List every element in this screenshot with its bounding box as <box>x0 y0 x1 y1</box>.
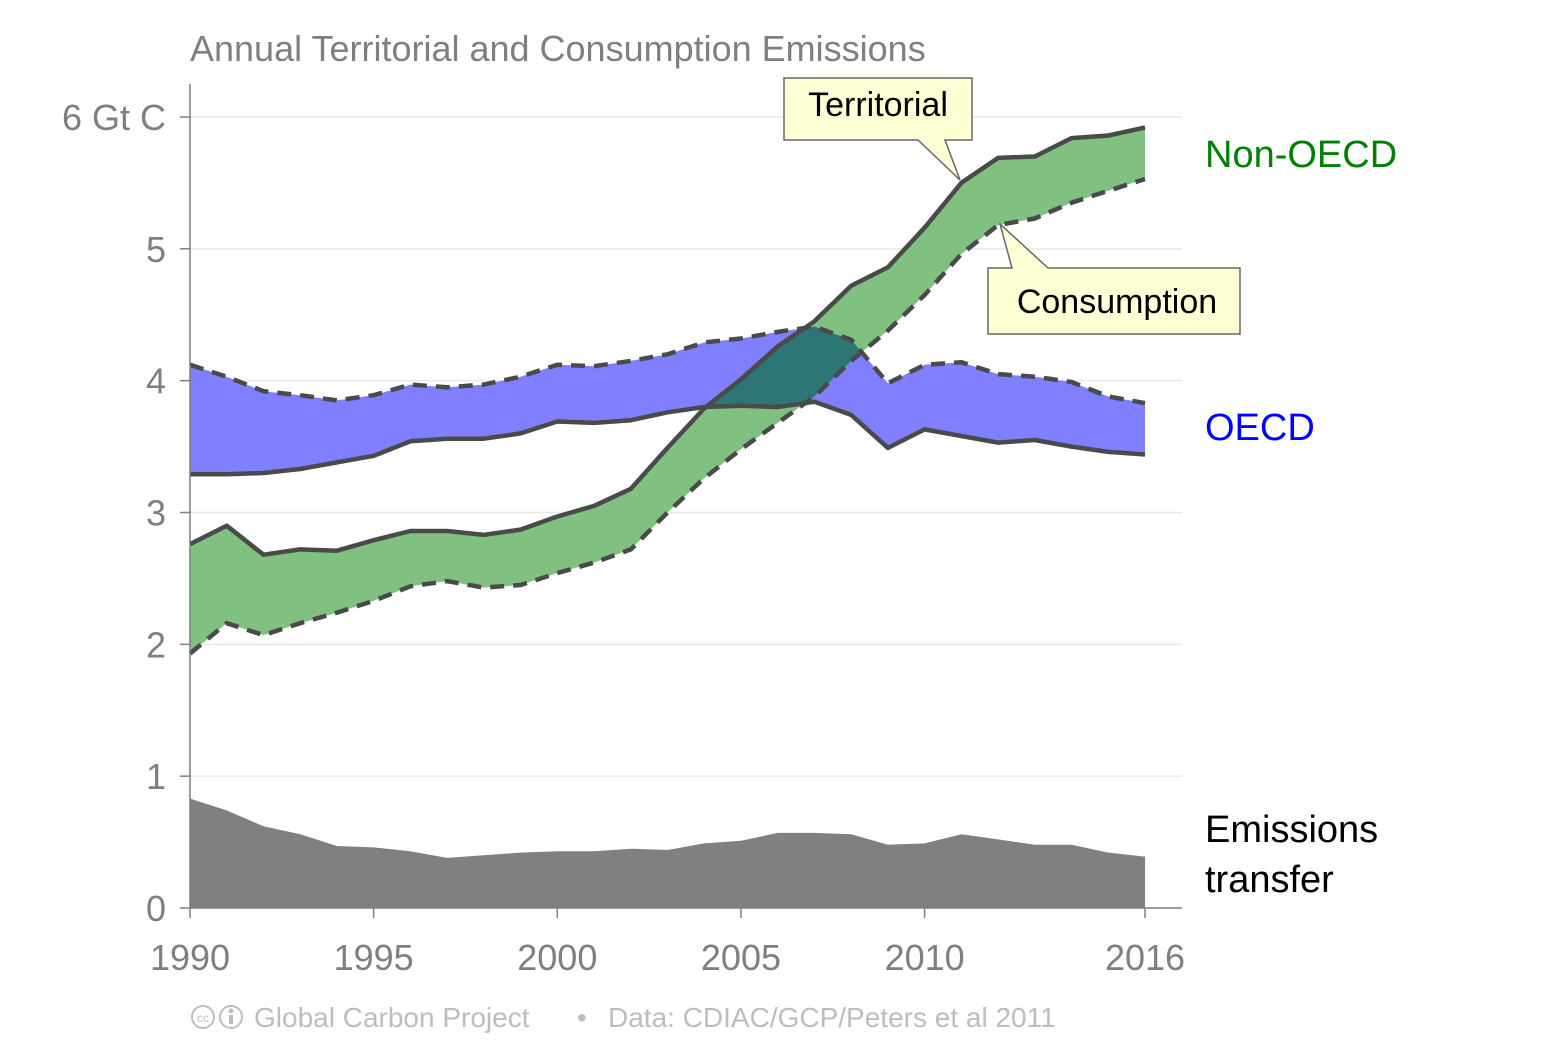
line-consumption-oecd <box>189 324 1146 406</box>
band-non-oecd <box>190 127 1145 654</box>
series-label-transfer-line2: transfer <box>1205 859 1334 901</box>
chart-title: Annual Territorial and Consumption Emiss… <box>190 28 926 69</box>
credit-line: cc Global Carbon Project • Data: CDIAC/G… <box>191 1002 1056 1033</box>
y-tick-label-2: 2 <box>146 624 166 665</box>
x-tick-label-2000: 2000 <box>517 937 597 978</box>
credit-separator: • <box>577 1002 587 1033</box>
x-tick-label-2010: 2010 <box>885 937 965 978</box>
cc-icon: cc <box>191 1005 215 1029</box>
line-territorial-non-oecd <box>188 125 1146 557</box>
y-tick-label-1: 1 <box>146 756 166 797</box>
credit-data: Data: CDIAC/GCP/Peters et al 2011 <box>608 1002 1056 1033</box>
line-consumption-non-oecd <box>188 176 1146 656</box>
tick-labels: 0 1 2 3 4 5 6 Gt C 1990 1995 2000 2005 2010 2016 <box>62 97 1185 978</box>
svg-text:cc: cc <box>197 1011 209 1025</box>
line-territorial-oecd <box>190 399 1146 477</box>
callout-territorial-box <box>783 77 973 181</box>
x-tick-label-1995: 1995 <box>334 937 414 978</box>
x-tick-label-2005: 2005 <box>701 937 781 978</box>
series-lines <box>188 125 1146 656</box>
callout-consumption: Consumption <box>987 221 1241 335</box>
series-label-non-oecd: Non-OECD <box>1205 134 1397 176</box>
series-labels: Non-OECD OECD Emissions transfer <box>1205 134 1397 901</box>
callout-consumption-text: Consumption <box>1017 283 1217 321</box>
attribution-icon <box>219 1005 243 1029</box>
axes <box>180 84 1182 918</box>
callout-territorial-text: Territorial <box>808 86 948 124</box>
area-emissions-transfer <box>190 798 1145 908</box>
x-tick-label-2016: 2016 <box>1105 937 1185 978</box>
y-tick-label-3: 3 <box>146 493 166 534</box>
x-tick-label-1990: 1990 <box>150 937 230 978</box>
series-label-transfer-line1: Emissions <box>1205 809 1378 851</box>
credit-source: Global Carbon Project <box>254 1002 530 1033</box>
series-label-oecd: OECD <box>1205 407 1315 449</box>
y-tick-label-6: 6 Gt C <box>62 97 166 138</box>
y-tick-label-5: 5 <box>146 229 166 270</box>
gridlines <box>190 116 1182 777</box>
series-areas <box>190 127 1145 908</box>
callout-consumption-box <box>987 221 1241 335</box>
y-tick-label-0: 0 <box>146 888 166 929</box>
y-tick-label-4: 4 <box>146 361 166 402</box>
callout-territorial: Territorial <box>783 77 973 181</box>
